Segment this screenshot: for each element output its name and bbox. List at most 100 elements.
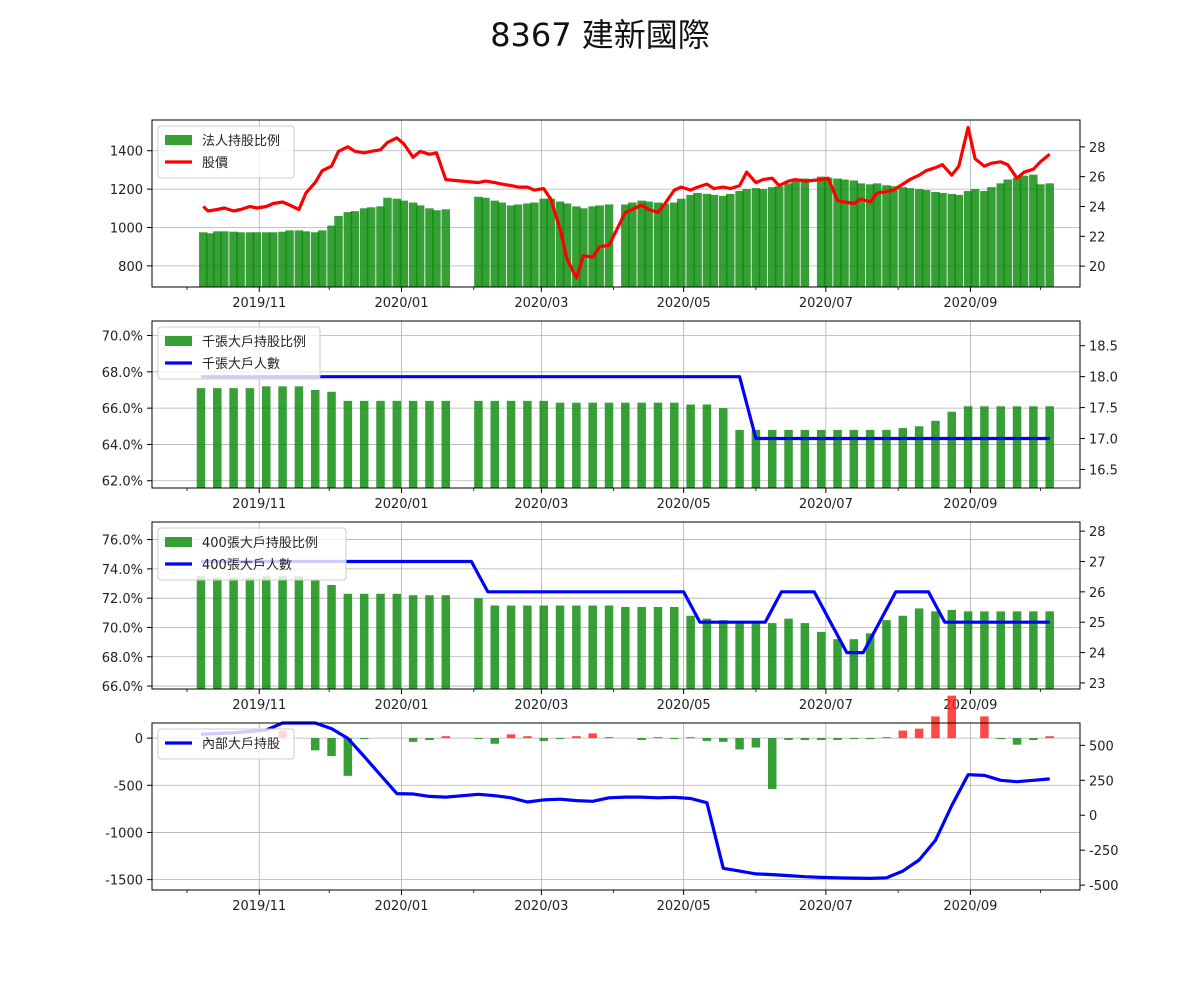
y-right-tick-label: 24 [1089, 647, 1106, 662]
bar [213, 388, 222, 488]
y-right-tick-label: 28 [1089, 141, 1106, 156]
x-tick-label: 2020/03 [514, 899, 568, 914]
bar [366, 207, 376, 287]
bar [865, 633, 875, 689]
x-tick-label: 2020/07 [799, 899, 853, 914]
y-left-tick-label: -500 [113, 779, 143, 794]
bar [441, 736, 451, 739]
y-right-tick-label: 26 [1089, 586, 1106, 601]
bar [726, 193, 735, 287]
bar [490, 605, 500, 689]
bar [751, 623, 761, 689]
bar [963, 611, 973, 689]
bar [1036, 184, 1045, 287]
bar [735, 621, 744, 689]
bar [931, 611, 940, 689]
bar [376, 400, 385, 488]
y-left-tick-label: 76.0% [102, 534, 143, 549]
bar [1019, 175, 1029, 287]
bar [236, 232, 245, 287]
bar [441, 400, 451, 488]
bar [816, 176, 826, 287]
y-right-tick-label: -250 [1089, 844, 1119, 859]
bar [774, 186, 784, 287]
legend-label: 股價 [202, 156, 228, 171]
bar [621, 606, 630, 689]
bar [840, 179, 849, 287]
bar [849, 180, 859, 287]
bar [784, 618, 793, 689]
bar [604, 737, 614, 739]
bar [301, 231, 311, 287]
bar [849, 639, 859, 689]
bar [996, 406, 1005, 488]
bar [970, 189, 980, 287]
y-right-tick-label: 25 [1089, 616, 1106, 631]
figure-title: 8367 建新國際 [490, 16, 710, 54]
bar [816, 631, 826, 689]
bar [751, 188, 761, 287]
bar [660, 203, 670, 287]
bar [213, 577, 222, 689]
bar [523, 736, 532, 739]
bar [294, 576, 304, 689]
bar [588, 206, 597, 287]
bar [1012, 611, 1022, 689]
bar [719, 408, 728, 488]
bar [555, 605, 565, 689]
x-tick-label: 2019/11 [232, 899, 286, 914]
bar [415, 205, 425, 287]
bar [425, 400, 434, 488]
bar [784, 183, 793, 287]
bar [849, 429, 859, 488]
x-tick-label: 2020/07 [799, 296, 853, 311]
bar [588, 605, 597, 689]
bar [1045, 183, 1054, 287]
bar [572, 605, 581, 689]
plot-frame [151, 119, 1081, 288]
y-left-tick-label: 68.0% [102, 366, 143, 381]
bar [702, 618, 712, 689]
y-left-tick-label: 62.0% [102, 475, 143, 490]
bar [1029, 174, 1038, 287]
bar [677, 198, 686, 287]
bar [294, 230, 304, 287]
x-tick-label: 2020/07 [799, 698, 853, 713]
bar [898, 615, 908, 689]
bar [702, 404, 712, 488]
bar [905, 188, 915, 287]
bar [310, 580, 320, 689]
bar [1012, 406, 1022, 488]
bar [262, 232, 271, 287]
bar [767, 623, 777, 689]
y-right-tick-label: 27 [1089, 555, 1106, 570]
bar [546, 198, 555, 287]
bar [474, 738, 483, 740]
bar [317, 230, 327, 287]
series-line [200, 721, 1050, 881]
bar [539, 400, 548, 488]
bar [252, 232, 262, 287]
bar [653, 202, 663, 287]
bar [980, 406, 989, 488]
bar [921, 190, 931, 287]
x-tick-label: 2020/01 [374, 296, 428, 311]
bar [898, 730, 908, 739]
bar [767, 429, 777, 488]
bar [931, 191, 940, 287]
bar [490, 200, 500, 287]
y-left-tick-label: -1500 [105, 874, 143, 889]
series-line [201, 559, 1050, 655]
bar [719, 738, 728, 742]
bar [931, 716, 940, 739]
bar [833, 639, 842, 689]
bar [572, 736, 581, 739]
bar [268, 232, 278, 287]
bar [196, 388, 206, 488]
y-left-tick-label: 70.0% [102, 621, 143, 636]
bar [653, 606, 663, 689]
y-right-tick-label: 23 [1089, 677, 1106, 692]
bar [865, 429, 875, 488]
bar [490, 738, 500, 744]
bar [572, 402, 581, 488]
